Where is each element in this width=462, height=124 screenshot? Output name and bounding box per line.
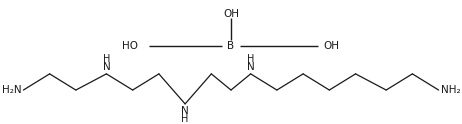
Text: H: H <box>247 54 255 64</box>
Text: H₂N: H₂N <box>1 85 21 95</box>
Text: H: H <box>103 54 110 64</box>
Text: NH₂: NH₂ <box>441 85 461 95</box>
Text: N: N <box>103 62 110 72</box>
Text: HO: HO <box>122 41 139 51</box>
Text: B: B <box>227 41 235 51</box>
Text: N: N <box>247 62 255 72</box>
Text: H: H <box>182 114 189 124</box>
Text: N: N <box>181 106 189 116</box>
Text: OH: OH <box>223 9 239 19</box>
Text: OH: OH <box>323 41 340 51</box>
